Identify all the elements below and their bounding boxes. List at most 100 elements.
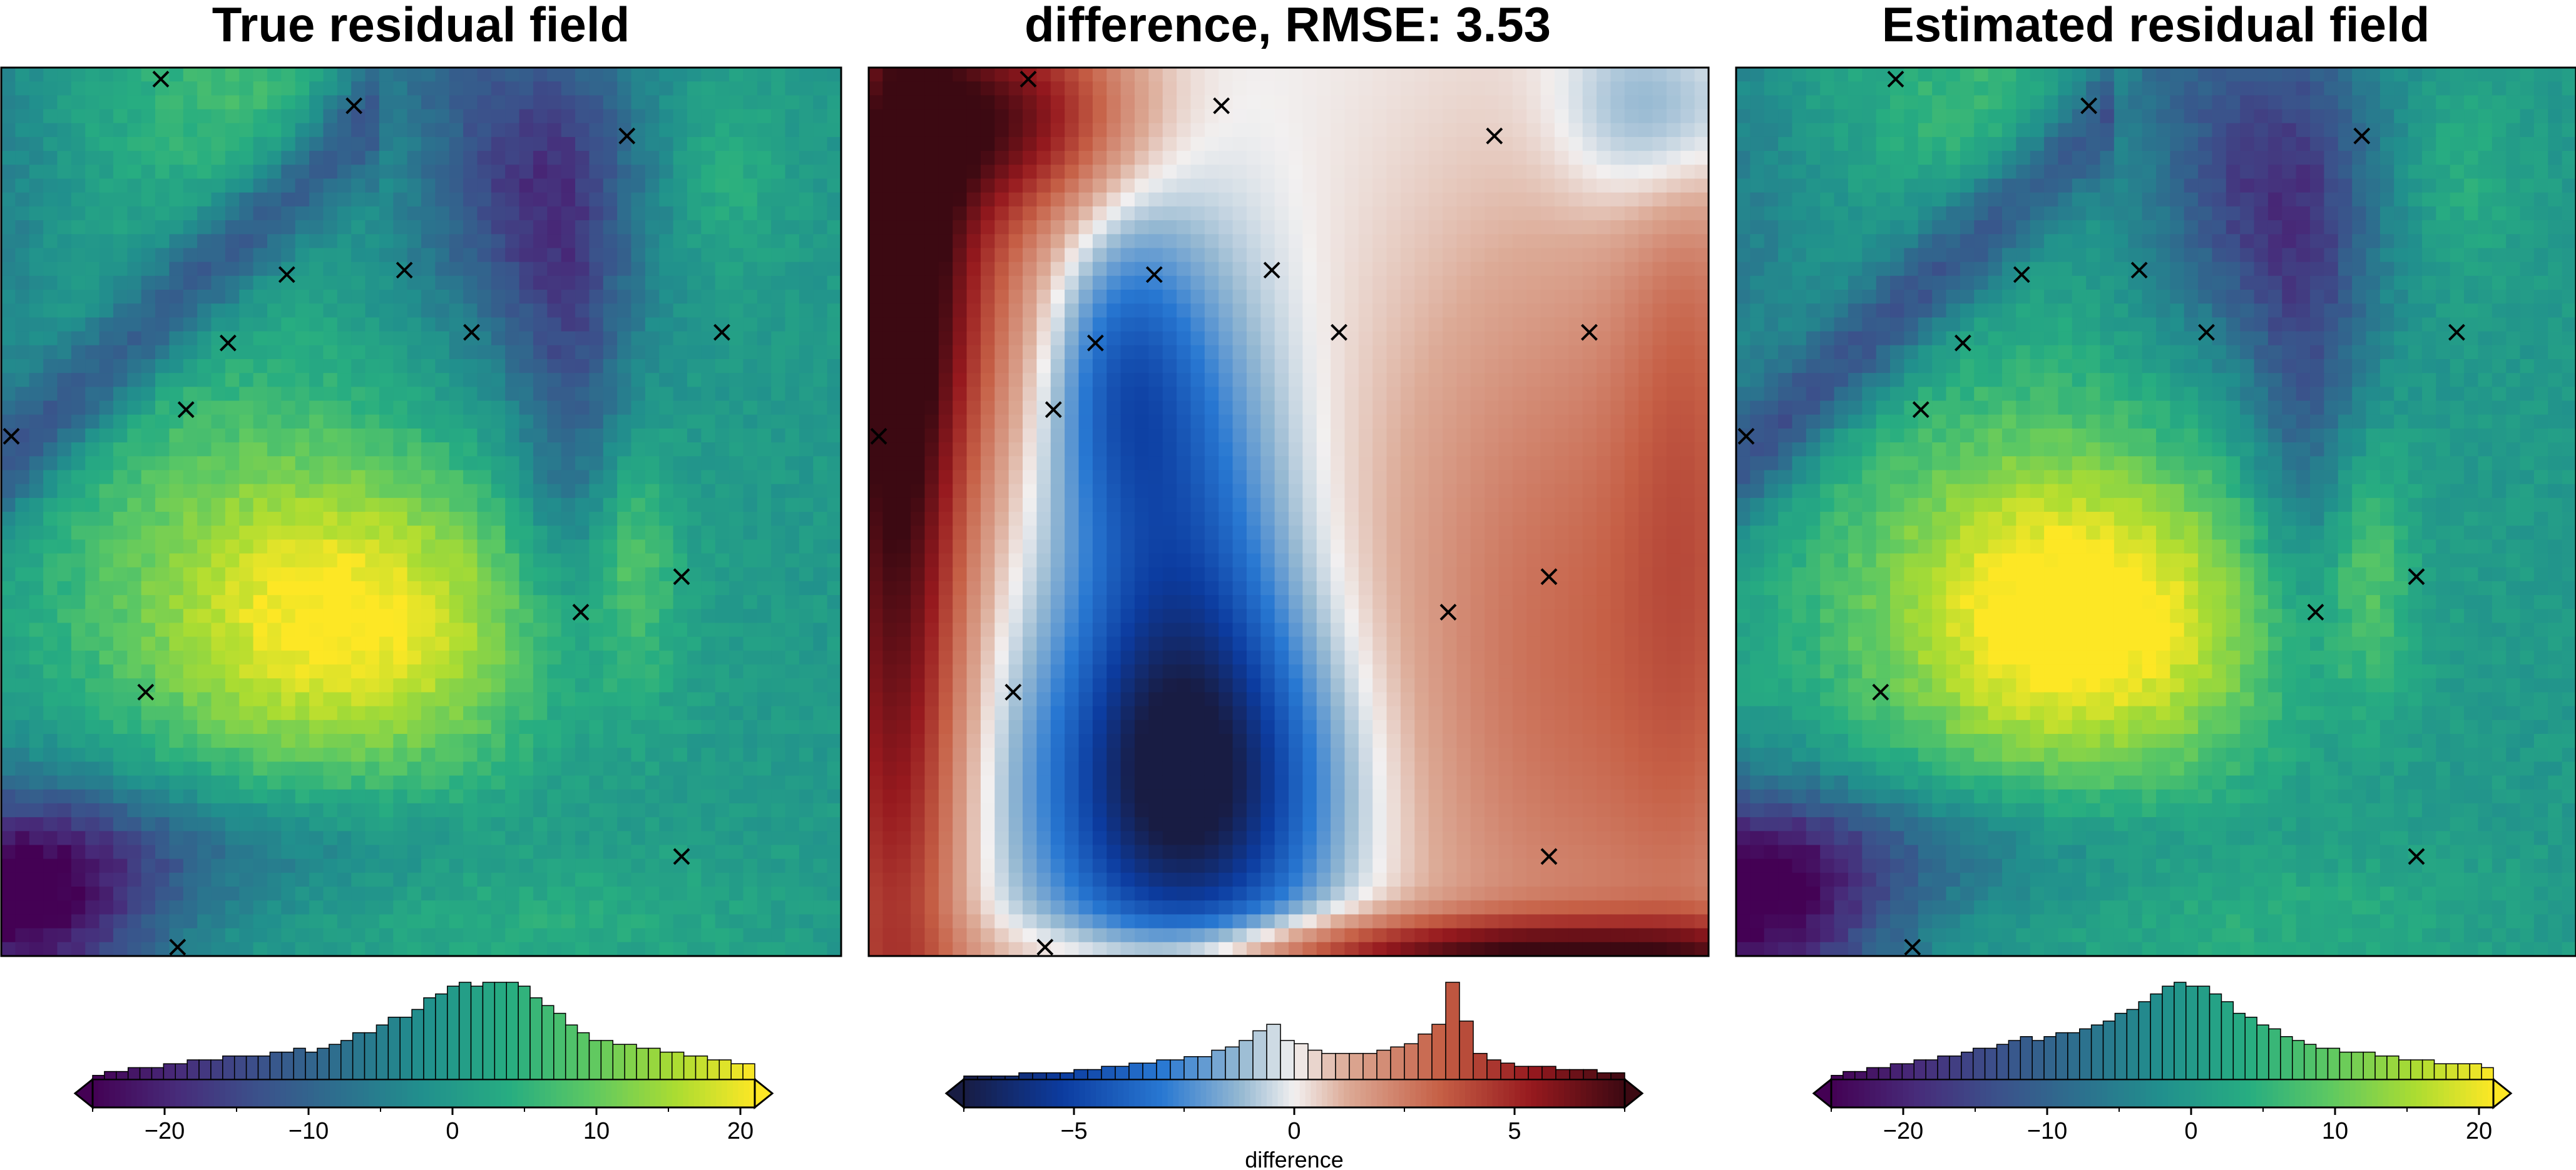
heatmap-cell bbox=[15, 512, 30, 526]
heatmap-cell bbox=[463, 803, 478, 818]
heatmap-cell bbox=[519, 706, 534, 721]
heatmap-cell bbox=[239, 636, 254, 651]
heatmap-cell bbox=[799, 400, 814, 415]
heatmap-cell bbox=[239, 442, 254, 457]
heatmap-cell bbox=[1302, 262, 1317, 277]
heatmap-cell bbox=[1, 706, 16, 721]
heatmap-cell bbox=[1414, 248, 1429, 263]
heatmap-cell bbox=[477, 526, 492, 541]
heatmap-cell bbox=[785, 720, 800, 735]
heatmap-cell bbox=[994, 303, 1009, 318]
heatmap-cell bbox=[911, 192, 926, 207]
heatmap-cell bbox=[183, 650, 198, 665]
heatmap-cell bbox=[729, 151, 744, 166]
heatmap-cell bbox=[477, 664, 492, 679]
heatmap-cell bbox=[477, 872, 492, 887]
heatmap-cell bbox=[701, 553, 716, 568]
heatmap-cell bbox=[533, 220, 548, 235]
heatmap-cell bbox=[29, 109, 44, 124]
heatmap-cell bbox=[491, 178, 506, 193]
heatmap-cell bbox=[365, 900, 380, 915]
heatmap-cell bbox=[813, 387, 828, 402]
heatmap-cell bbox=[1162, 192, 1177, 207]
heatmap-cell bbox=[393, 650, 408, 665]
heatmap-cell bbox=[1540, 206, 1555, 221]
heatmap-cell bbox=[15, 650, 30, 665]
heatmap-cell bbox=[57, 192, 72, 207]
heatmap-cell bbox=[1428, 68, 1443, 82]
heatmap-cell bbox=[701, 248, 716, 263]
heatmap-cell bbox=[197, 165, 212, 180]
heatmap-cell bbox=[617, 775, 632, 790]
heatmap-cell bbox=[253, 887, 268, 902]
heatmap-cell bbox=[253, 512, 268, 526]
heatmap-cell bbox=[1597, 290, 1612, 304]
heatmap-cell bbox=[785, 442, 800, 457]
heatmap-cell bbox=[253, 928, 268, 943]
heatmap-cell bbox=[757, 775, 772, 790]
heatmap-cell bbox=[71, 317, 86, 332]
heatmap-cell bbox=[1232, 303, 1247, 318]
heatmap-cell bbox=[827, 275, 842, 290]
heatmap-cell bbox=[449, 748, 464, 763]
heatmap-cell bbox=[169, 165, 184, 180]
heatmap-cell bbox=[533, 567, 548, 582]
heatmap-cell bbox=[1652, 136, 1667, 151]
heatmap-cell bbox=[1260, 95, 1275, 110]
heatmap-cell bbox=[561, 942, 576, 957]
heatmap-cell bbox=[463, 248, 478, 263]
heatmap-cell bbox=[1232, 234, 1247, 249]
heatmap-cell bbox=[673, 775, 688, 790]
heatmap-cell bbox=[281, 581, 296, 596]
heatmap-cell bbox=[407, 248, 422, 263]
heatmap-cell bbox=[85, 387, 100, 402]
heatmap-cell bbox=[1652, 81, 1667, 96]
heatmap-cell bbox=[799, 345, 814, 360]
heatmap-cell bbox=[253, 373, 268, 388]
heatmap-cell bbox=[687, 68, 702, 82]
heatmap-cell bbox=[435, 609, 450, 624]
heatmap-cell bbox=[729, 234, 744, 249]
heatmap-cell bbox=[239, 151, 254, 166]
heatmap-cell bbox=[281, 942, 296, 957]
heatmap-cell bbox=[519, 748, 534, 763]
heatmap-cell bbox=[645, 512, 660, 526]
heatmap-cell bbox=[715, 581, 730, 596]
heatmap-cell bbox=[449, 165, 464, 180]
heatmap-cell bbox=[813, 275, 828, 290]
heatmap-cell bbox=[267, 400, 282, 415]
heatmap-cell bbox=[57, 248, 72, 263]
heatmap-cell bbox=[365, 373, 380, 388]
heatmap-cell bbox=[127, 595, 142, 610]
heatmap-cell bbox=[603, 678, 618, 693]
heatmap-cell bbox=[393, 442, 408, 457]
heatmap-cell bbox=[659, 567, 674, 582]
heatmap-cell bbox=[631, 845, 646, 860]
heatmap-cell bbox=[1485, 68, 1500, 82]
heatmap-cell bbox=[575, 539, 590, 554]
heatmap-cell bbox=[155, 692, 170, 707]
heatmap-cell bbox=[239, 123, 254, 138]
heatmap-cell bbox=[99, 192, 114, 207]
heatmap-cell bbox=[1456, 68, 1471, 82]
heatmap-cell bbox=[1666, 95, 1682, 110]
heatmap-cell bbox=[1190, 165, 1205, 180]
heatmap-cell bbox=[1, 234, 16, 249]
heatmap-cell bbox=[813, 942, 828, 957]
heatmap-cell bbox=[1134, 123, 1150, 138]
heatmap-cell bbox=[1526, 220, 1541, 235]
heatmap-cell bbox=[253, 428, 268, 443]
heatmap-cell bbox=[253, 539, 268, 554]
heatmap-cell bbox=[169, 81, 184, 96]
heatmap-cell bbox=[701, 151, 716, 166]
heatmap-cell bbox=[1694, 220, 1709, 235]
heatmap-cell bbox=[1008, 303, 1023, 318]
heatmap-cell bbox=[85, 414, 100, 429]
heatmap-cell bbox=[29, 192, 44, 207]
heatmap-cell bbox=[71, 928, 86, 943]
heatmap-cell bbox=[1289, 151, 1304, 166]
heatmap-cell bbox=[435, 68, 450, 82]
heatmap-cell bbox=[491, 442, 506, 457]
heatmap-cell bbox=[155, 165, 170, 180]
heatmap-cell bbox=[673, 553, 688, 568]
